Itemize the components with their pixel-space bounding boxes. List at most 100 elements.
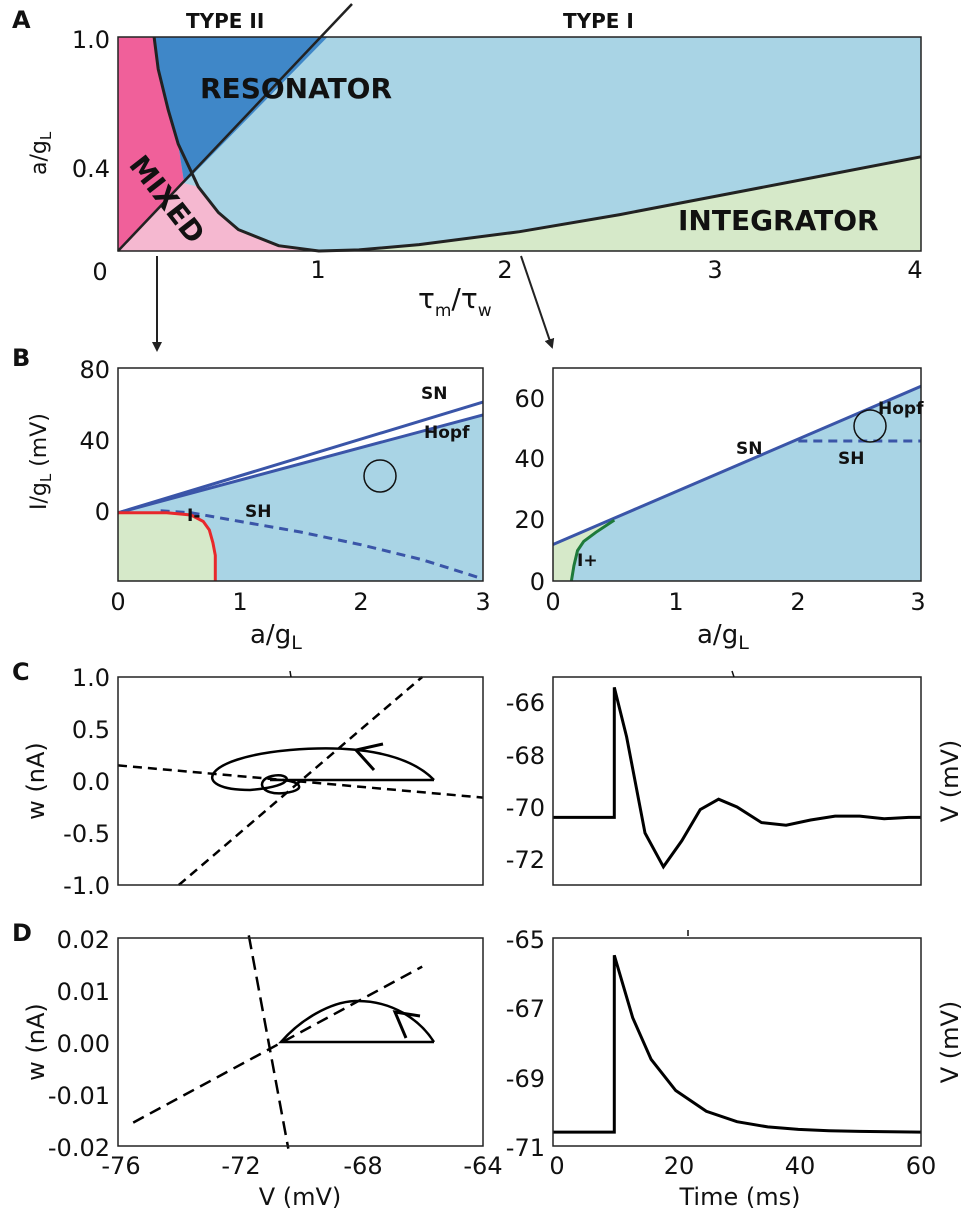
panel-c-left-ytick-3: 0.0 bbox=[72, 768, 110, 796]
hopf-label-right: Hopf bbox=[878, 399, 924, 419]
panel-b-left-frame bbox=[117, 367, 484, 582]
panel-c-right: -66 -68 -70 -72 V (mV) bbox=[506, 670, 964, 886]
panel-a-ytick-2: 0.4 bbox=[72, 155, 110, 183]
panel-c-letter: C bbox=[12, 658, 30, 686]
i-minus-curve bbox=[118, 511, 217, 581]
panel-c-right-frame bbox=[552, 676, 922, 886]
panel-d-left-ytick-4: -0.01 bbox=[48, 1082, 110, 1110]
panel-a-xlabel: τm/τw bbox=[418, 282, 492, 321]
above-sn-region bbox=[118, 368, 483, 513]
panel-d-right-ylabel: V (mV) bbox=[936, 1001, 964, 1084]
panel-d-left-xtick-3: -68 bbox=[343, 1152, 382, 1180]
panel-b-left-xtick-0: 0 bbox=[110, 588, 125, 616]
panel-a-letter: A bbox=[12, 6, 31, 34]
resonator-region bbox=[154, 37, 328, 184]
panel-c-right-tick-mark bbox=[731, 670, 735, 678]
panel-b-left: B SN Hopf SH I- 80 40 0 0 1 2 3 I/gL (mV… bbox=[12, 344, 491, 654]
panel-d-left: D 0.02 0.01 0.00 -0.01 -0.02 -76 -72 -68… bbox=[12, 919, 503, 1211]
panel-b-left-xtick-1: 1 bbox=[232, 588, 247, 616]
panel-c-left-ytick-1: 1.0 bbox=[72, 664, 110, 692]
panel-a: A TYPE II TYPE I RESONATOR INTEGRATOR MI… bbox=[12, 3, 923, 352]
panel-b-right-frame bbox=[552, 367, 922, 582]
i-plus-label: I+ bbox=[577, 551, 598, 571]
panel-b-right-ytick-20: 20 bbox=[514, 506, 545, 534]
type2-label: TYPE II bbox=[186, 9, 264, 33]
panel-b-right: SN Hopf SH I+ 60 40 20 0 0 1 2 3 a/gL bbox=[514, 367, 926, 654]
panel-d-letter: D bbox=[12, 919, 32, 947]
panel-b-left-xtick-2: 2 bbox=[353, 588, 368, 616]
lower-boundary-curve bbox=[152, 36, 922, 253]
panel-a-xtick-2: 2 bbox=[497, 256, 512, 284]
resonator-label: RESONATOR bbox=[200, 72, 392, 105]
sn-curve-right bbox=[552, 384, 922, 546]
panel-c-right-ytick-2: -68 bbox=[506, 742, 545, 770]
panel-d-right: -65 -67 -69 -71 0 20 40 60 V (mV) Time (… bbox=[506, 926, 964, 1211]
sh-label-right: SH bbox=[838, 449, 864, 469]
diagonal-boundary-line bbox=[117, 3, 353, 252]
panel-b-right-ytick-40: 40 bbox=[514, 445, 545, 473]
trajectory-arrowhead-c bbox=[353, 742, 384, 772]
sh-label-left: SH bbox=[245, 502, 271, 522]
panel-a-xtick-3: 3 bbox=[707, 256, 722, 284]
panel-a-xtick-1: 1 bbox=[310, 256, 325, 284]
panel-d-right-xtick-1: 0 bbox=[549, 1152, 564, 1180]
panel-d-left-frame bbox=[117, 937, 484, 1147]
panel-d-left-ylabel: w (nA) bbox=[22, 1003, 50, 1081]
panel-c-left-ytick-4: -0.5 bbox=[63, 820, 110, 848]
panel-c-left-ytick-2: 0.5 bbox=[72, 716, 110, 744]
w-nullcline-c bbox=[177, 676, 424, 886]
panel-c-right-ytick-4: -72 bbox=[506, 846, 545, 874]
panel-c-right-ytick-3: -70 bbox=[506, 794, 545, 822]
panel-b-right-xtick-3: 3 bbox=[910, 588, 925, 616]
sn-curve bbox=[117, 400, 484, 515]
panel-a-origin-label: 0 bbox=[92, 258, 107, 286]
panel-c-right-ytick-1: -66 bbox=[506, 689, 545, 717]
quiescent-region-right bbox=[553, 518, 615, 581]
v-nullcline-d bbox=[132, 965, 423, 1124]
panel-a-ylabel: a/gL bbox=[27, 131, 55, 175]
panel-b-right-xtick-1: 1 bbox=[668, 588, 683, 616]
panel-c-left-ytick-5: -1.0 bbox=[63, 872, 110, 900]
panel-d-left-ytick-2: 0.01 bbox=[57, 978, 110, 1006]
i-minus-label: I- bbox=[187, 506, 200, 526]
arrow-to-b-right bbox=[520, 255, 555, 349]
panel-a-ytick-1: 1.0 bbox=[72, 26, 110, 54]
i-plus-curve bbox=[569, 518, 616, 582]
panel-d-right-ytick-3: -69 bbox=[506, 1065, 545, 1093]
voltage-trace-d bbox=[553, 954, 922, 1134]
type1-label: TYPE I bbox=[563, 9, 634, 33]
panel-b-left-ytick-80: 80 bbox=[79, 356, 110, 384]
w-nullcline-d bbox=[247, 935, 290, 1149]
quiescent-region bbox=[118, 512, 216, 581]
panel-a-frame bbox=[117, 36, 922, 252]
panel-b-left-ytick-0: 0 bbox=[95, 498, 110, 526]
v-nullcline-c bbox=[117, 764, 484, 799]
panel-d-left-xtick-1: -76 bbox=[101, 1152, 140, 1180]
panel-c-left-frame bbox=[117, 676, 484, 886]
panel-d-right-xtick-4: 60 bbox=[906, 1152, 937, 1180]
panel-d-left-ytick-1: 0.02 bbox=[57, 926, 110, 954]
panel-c-right-ylabel: V (mV) bbox=[936, 740, 964, 823]
panel-d-right-frame bbox=[552, 937, 922, 1147]
limit-cycle-marker-right bbox=[853, 409, 887, 443]
panel-b-left-ytick-40: 40 bbox=[79, 427, 110, 455]
panel-b-right-ytick-0: 0 bbox=[530, 568, 545, 596]
trajectory-c bbox=[210, 747, 435, 795]
panel-d-left-xtick-2: -72 bbox=[221, 1152, 260, 1180]
limit-cycle-marker bbox=[363, 459, 397, 493]
trajectory-arrowhead-d bbox=[392, 1010, 421, 1039]
panel-b-right-xtick-0: 0 bbox=[545, 588, 560, 616]
panel-d-right-ytick-2: -67 bbox=[506, 995, 545, 1023]
mixed-region-light bbox=[118, 183, 319, 251]
integrator-label: INTEGRATOR bbox=[678, 204, 879, 237]
panel-d-right-ytick-1: -65 bbox=[506, 926, 545, 954]
panel-d-right-xtick-2: 20 bbox=[664, 1152, 695, 1180]
panel-b-right-ytick-60: 60 bbox=[514, 385, 545, 413]
panel-c-left-tick-mark bbox=[289, 670, 292, 678]
panel-c-left: C 1.0 0.5 0.0 -0.5 -1.0 w (nA) bbox=[12, 658, 484, 900]
panel-b-left-ylabel: I/gL (mV) bbox=[27, 413, 55, 510]
sn-label-left: SN bbox=[421, 384, 447, 404]
panel-c-left-ylabel: w (nA) bbox=[22, 742, 50, 820]
panel-d-right-xtick-3: 40 bbox=[785, 1152, 816, 1180]
